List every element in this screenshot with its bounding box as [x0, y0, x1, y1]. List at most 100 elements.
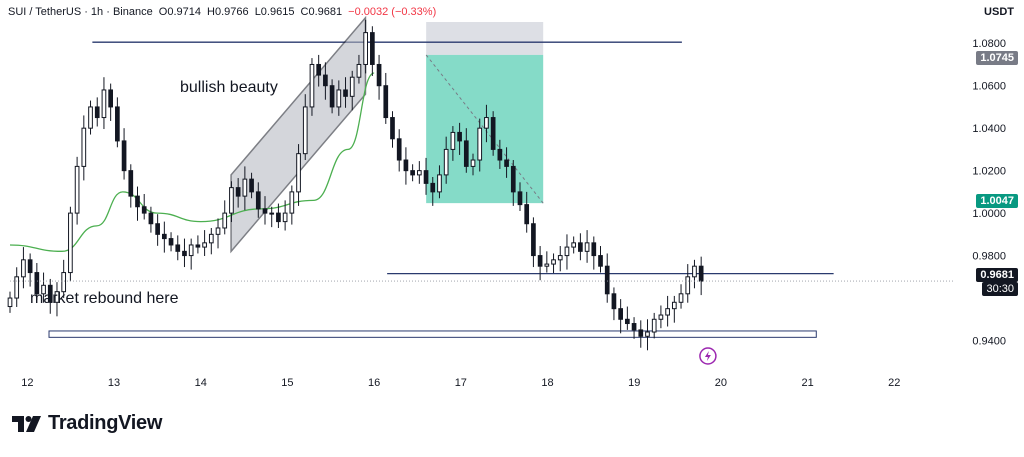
candle-body	[443, 148, 449, 176]
candle-body	[564, 246, 570, 257]
candle-body	[611, 293, 617, 310]
candle-body	[101, 89, 107, 119]
candle-body	[47, 284, 53, 303]
candle-body	[651, 318, 657, 333]
candle-body	[437, 174, 442, 193]
candle-body	[604, 265, 610, 295]
candle-body	[309, 63, 315, 108]
candle-body	[403, 159, 409, 172]
candle-body	[14, 276, 20, 299]
candle-body	[249, 178, 254, 193]
target-price-tag: 1.0745	[976, 51, 1018, 65]
candle-body	[262, 208, 268, 214]
candle-body	[316, 63, 322, 76]
candle-body	[370, 32, 375, 65]
close-value: C0.9681	[300, 6, 343, 18]
candle-body	[510, 165, 516, 193]
candle-body	[222, 212, 228, 229]
candle-body	[68, 212, 73, 274]
candle-body	[276, 212, 281, 223]
candle-body	[21, 259, 26, 278]
candle-body	[665, 308, 670, 316]
lightning-glyph	[704, 351, 711, 361]
x-tick-label: 21	[801, 377, 813, 389]
candle-body	[551, 259, 556, 265]
y-tick-label: 0.9800	[972, 251, 1006, 263]
candle-body	[242, 178, 248, 197]
entry-price-tag: 1.0047	[976, 194, 1018, 208]
candle-body	[537, 255, 543, 267]
symbol-title[interactable]: SUI / TetherUS · 1h · Binance	[8, 6, 153, 18]
x-tick-label: 18	[541, 377, 553, 389]
rebound-annotation: market rebound here	[30, 290, 179, 307]
candle-body	[148, 212, 154, 225]
candle-body	[188, 244, 194, 257]
candle-body	[349, 76, 355, 97]
candle-body	[376, 63, 382, 87]
symbol-legend: SUI / TetherUS · 1h · Binance O0.9714 H0…	[8, 6, 439, 18]
y-tick-label: 1.0400	[972, 123, 1006, 135]
candle-body	[497, 148, 503, 161]
candle-body	[685, 276, 691, 295]
x-tick-label: 13	[108, 377, 120, 389]
candle-body	[141, 206, 147, 214]
brand-logo[interactable]: TradingView	[12, 412, 162, 435]
last-price-tag: 0.9681	[976, 268, 1018, 282]
candle-body	[591, 242, 597, 257]
candle-body	[524, 204, 530, 225]
y-tick-label: 1.0000	[972, 208, 1006, 220]
candle-body	[161, 233, 167, 240]
candle-body	[27, 259, 33, 274]
candle-body	[463, 140, 469, 167]
bar-countdown: 30:30	[982, 282, 1018, 296]
candle-body	[490, 117, 496, 150]
candle-body	[128, 170, 134, 197]
candle-body	[363, 32, 368, 65]
candle-body	[470, 159, 476, 167]
candle-body	[390, 117, 395, 140]
candle-body	[618, 308, 623, 320]
candle-body	[61, 272, 67, 293]
trend-curve	[9, 72, 375, 252]
candle-body	[430, 182, 436, 193]
candle-body	[135, 195, 140, 208]
candle-body	[396, 138, 402, 161]
candle-body	[638, 329, 644, 337]
x-tick-label: 19	[628, 377, 640, 389]
candle-body	[678, 293, 684, 303]
candle-body	[329, 85, 335, 108]
candle-body	[108, 89, 114, 108]
candle-body	[544, 263, 550, 267]
candle-body	[584, 242, 590, 252]
candle-body	[182, 250, 187, 257]
x-tick-label: 17	[455, 377, 467, 389]
candle-body	[504, 159, 509, 167]
candle-body	[356, 63, 362, 78]
candle-body	[7, 297, 13, 308]
candle-body	[269, 212, 275, 215]
candle-body	[289, 191, 295, 214]
candle-body	[208, 233, 214, 244]
candle-body	[423, 170, 429, 184]
x-tick-label: 20	[715, 377, 727, 389]
x-tick-label: 14	[195, 377, 207, 389]
candle-body	[74, 165, 80, 214]
candle-body	[631, 323, 637, 331]
candle-body	[94, 106, 100, 119]
candle-body	[698, 265, 704, 282]
support-zone	[48, 330, 817, 338]
open-value: O0.9714	[158, 6, 201, 18]
candle-body	[645, 331, 650, 337]
currency-label[interactable]: USDT	[984, 6, 1014, 18]
candle-body	[336, 89, 342, 108]
x-tick-label: 15	[281, 377, 293, 389]
x-tick-label: 16	[368, 377, 380, 389]
candle-body	[302, 106, 308, 155]
candle-body	[155, 223, 160, 235]
candle-body	[457, 131, 462, 142]
candle-body	[215, 227, 221, 235]
candle-body	[202, 242, 207, 248]
candle-body	[282, 212, 288, 223]
